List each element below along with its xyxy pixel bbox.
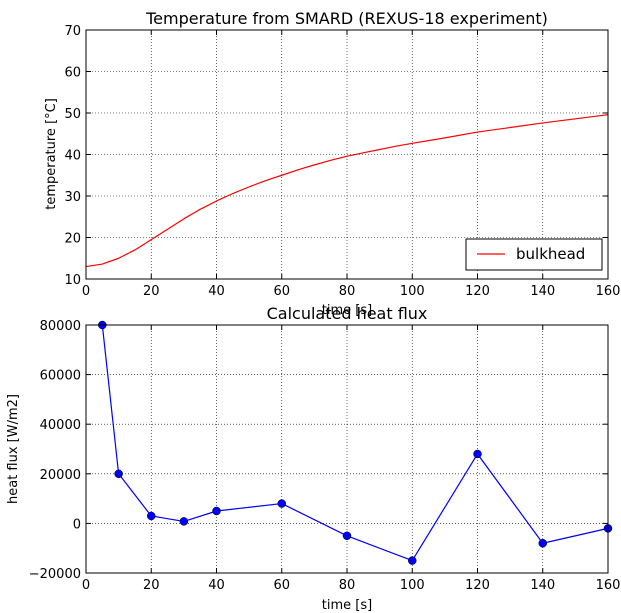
heat-flux-series-line bbox=[101, 324, 609, 562]
heat-flux-subplot: Calculated heat flux 0 20 40 60 80 100 120 140 1… bbox=[6, 304, 620, 613]
heat-flux-x-tick-label: 120 bbox=[465, 578, 490, 593]
heat-flux-ticks: 0 20 40 60 80 100 120 140 160−200000200004000060… bbox=[29, 319, 621, 593]
heat-flux-y-tick-label: −20000 bbox=[29, 567, 81, 582]
heat-flux-grid bbox=[86, 325, 608, 573]
temperature-y-tick-label: 60 bbox=[64, 66, 81, 81]
temperature-x-tick-label: 140 bbox=[530, 284, 555, 299]
temperature-chart-title: Temperature from SMARD (REXUS-18 experim… bbox=[145, 9, 548, 28]
heat-flux-data-point bbox=[114, 469, 123, 479]
temperature-x-axis-label: time [s] bbox=[322, 303, 372, 318]
temperature-x-tick-label: 20 bbox=[143, 284, 160, 299]
heat-flux-x-tick-label: 80 bbox=[339, 578, 356, 593]
heat-flux-data-point bbox=[147, 511, 156, 521]
temperature-y-tick-label: 50 bbox=[64, 107, 81, 122]
temperature-subplot: Temperature from SMARD (REXUS-18 experim… bbox=[44, 9, 620, 318]
heat-flux-x-tick-label: 160 bbox=[596, 578, 621, 593]
heat-flux-y-tick-label: 60000 bbox=[40, 369, 81, 384]
temperature-x-tick-label: 120 bbox=[465, 284, 490, 299]
temperature-series bbox=[85, 114, 609, 268]
heat-flux-y-tick-label: 20000 bbox=[40, 468, 81, 483]
temperature-y-tick-label: 20 bbox=[64, 232, 81, 247]
heat-flux-y-tick-label: 80000 bbox=[40, 319, 81, 334]
heat-flux-data-point bbox=[342, 531, 352, 541]
temperature-y-tick-label: 40 bbox=[64, 149, 81, 164]
heat-flux-x-tick-label: 0 bbox=[82, 578, 90, 593]
temperature-x-tick-label: 0 bbox=[82, 284, 90, 299]
temperature-y-tick-label: 10 bbox=[64, 273, 81, 288]
heat-flux-x-axis-label: time [s] bbox=[322, 598, 372, 613]
temperature-y-tick-label: 70 bbox=[64, 24, 81, 39]
heat-flux-x-tick-label: 60 bbox=[273, 578, 290, 593]
heat-flux-data-point bbox=[538, 538, 547, 548]
heat-flux-data-point bbox=[179, 517, 189, 526]
temperature-legend: bulkhead bbox=[465, 238, 603, 271]
heat-flux-chart-title: Calculated heat flux bbox=[267, 304, 428, 323]
heat-flux-y-tick-label: 40000 bbox=[40, 418, 81, 433]
heat-flux-data-point bbox=[212, 506, 221, 516]
temperature-x-tick-label: 160 bbox=[596, 284, 621, 299]
temperature-x-tick-label: 80 bbox=[339, 284, 356, 299]
temperature-x-tick-label: 100 bbox=[400, 284, 425, 299]
legend-label-bulkhead: bulkhead bbox=[516, 245, 585, 263]
heat-flux-data-point bbox=[473, 449, 482, 459]
temperature-grid bbox=[86, 30, 608, 279]
temperature-x-tick-label: 40 bbox=[208, 284, 225, 299]
heat-flux-data-point bbox=[408, 556, 417, 565]
heat-flux-x-tick-label: 100 bbox=[400, 578, 425, 593]
temperature-ticks: 0 20 40 60 80 100 120 140 160 10 20 30 40 50 60 70 bbox=[64, 24, 620, 299]
temperature-y-axis-label: temperature [°C] bbox=[44, 98, 59, 210]
heat-flux-y-tick-label: 0 bbox=[73, 517, 81, 532]
temperature-series-line bbox=[85, 114, 609, 268]
temperature-y-tick-label: 30 bbox=[64, 190, 81, 205]
heat-flux-series bbox=[98, 320, 613, 565]
heat-flux-x-tick-label: 20 bbox=[143, 578, 160, 593]
heat-flux-x-tick-label: 140 bbox=[530, 578, 555, 593]
heat-flux-y-axis-label: heat flux [W/m2] bbox=[6, 394, 21, 504]
temperature-x-tick-label: 60 bbox=[273, 284, 290, 299]
heat-flux-x-tick-label: 40 bbox=[208, 578, 225, 593]
heat-flux-data-point bbox=[277, 499, 286, 508]
